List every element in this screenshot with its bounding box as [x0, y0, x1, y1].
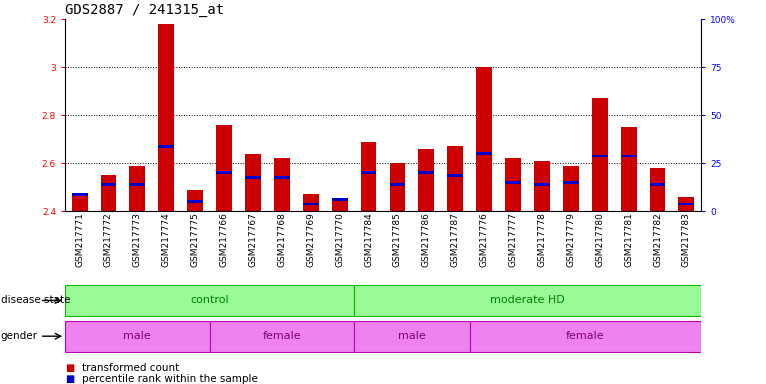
Text: ■: ■: [65, 363, 74, 373]
Text: control: control: [190, 295, 229, 306]
Bar: [274, 158, 290, 211]
Bar: [303, 202, 319, 205]
Bar: [332, 199, 348, 211]
Bar: [354, 321, 470, 352]
Text: transformed count: transformed count: [82, 363, 179, 373]
Bar: [679, 197, 695, 211]
Bar: [592, 98, 607, 211]
Bar: [187, 190, 203, 211]
Bar: [389, 163, 405, 211]
Bar: [505, 181, 521, 184]
Text: gender: gender: [1, 331, 38, 341]
Bar: [418, 149, 434, 211]
Text: ■: ■: [65, 374, 74, 384]
Bar: [361, 142, 377, 211]
Text: GDS2887 / 241315_at: GDS2887 / 241315_at: [65, 3, 224, 17]
Bar: [71, 193, 87, 196]
Bar: [650, 168, 666, 211]
Bar: [476, 152, 492, 155]
Bar: [216, 125, 232, 211]
Bar: [159, 145, 174, 148]
Bar: [447, 174, 463, 177]
Bar: [187, 200, 203, 203]
Bar: [361, 171, 377, 174]
Bar: [679, 202, 695, 205]
Bar: [563, 181, 579, 184]
Bar: [447, 146, 463, 211]
Bar: [159, 24, 174, 211]
Bar: [332, 198, 348, 200]
Bar: [100, 183, 116, 186]
Bar: [505, 158, 521, 211]
Bar: [129, 166, 146, 211]
Bar: [563, 166, 579, 211]
Bar: [245, 154, 261, 211]
Text: female: female: [263, 331, 301, 341]
Bar: [650, 183, 666, 186]
Bar: [470, 321, 701, 352]
Bar: [620, 154, 637, 157]
Bar: [65, 285, 354, 316]
Text: percentile rank within the sample: percentile rank within the sample: [82, 374, 258, 384]
Bar: [418, 171, 434, 174]
Bar: [129, 183, 146, 186]
Bar: [245, 176, 261, 179]
Text: female: female: [566, 331, 604, 341]
Bar: [476, 67, 492, 211]
Bar: [534, 161, 550, 211]
Bar: [389, 183, 405, 186]
Bar: [210, 321, 354, 352]
Bar: [354, 285, 701, 316]
Bar: [216, 171, 232, 174]
Bar: [274, 176, 290, 179]
Text: male: male: [398, 331, 426, 341]
Bar: [100, 175, 116, 211]
Text: moderate HD: moderate HD: [490, 295, 565, 306]
Text: disease state: disease state: [1, 295, 70, 306]
Bar: [592, 154, 607, 157]
Text: male: male: [123, 331, 151, 341]
Bar: [620, 127, 637, 211]
Bar: [71, 194, 87, 211]
Bar: [534, 183, 550, 186]
Bar: [303, 194, 319, 211]
Bar: [65, 321, 210, 352]
